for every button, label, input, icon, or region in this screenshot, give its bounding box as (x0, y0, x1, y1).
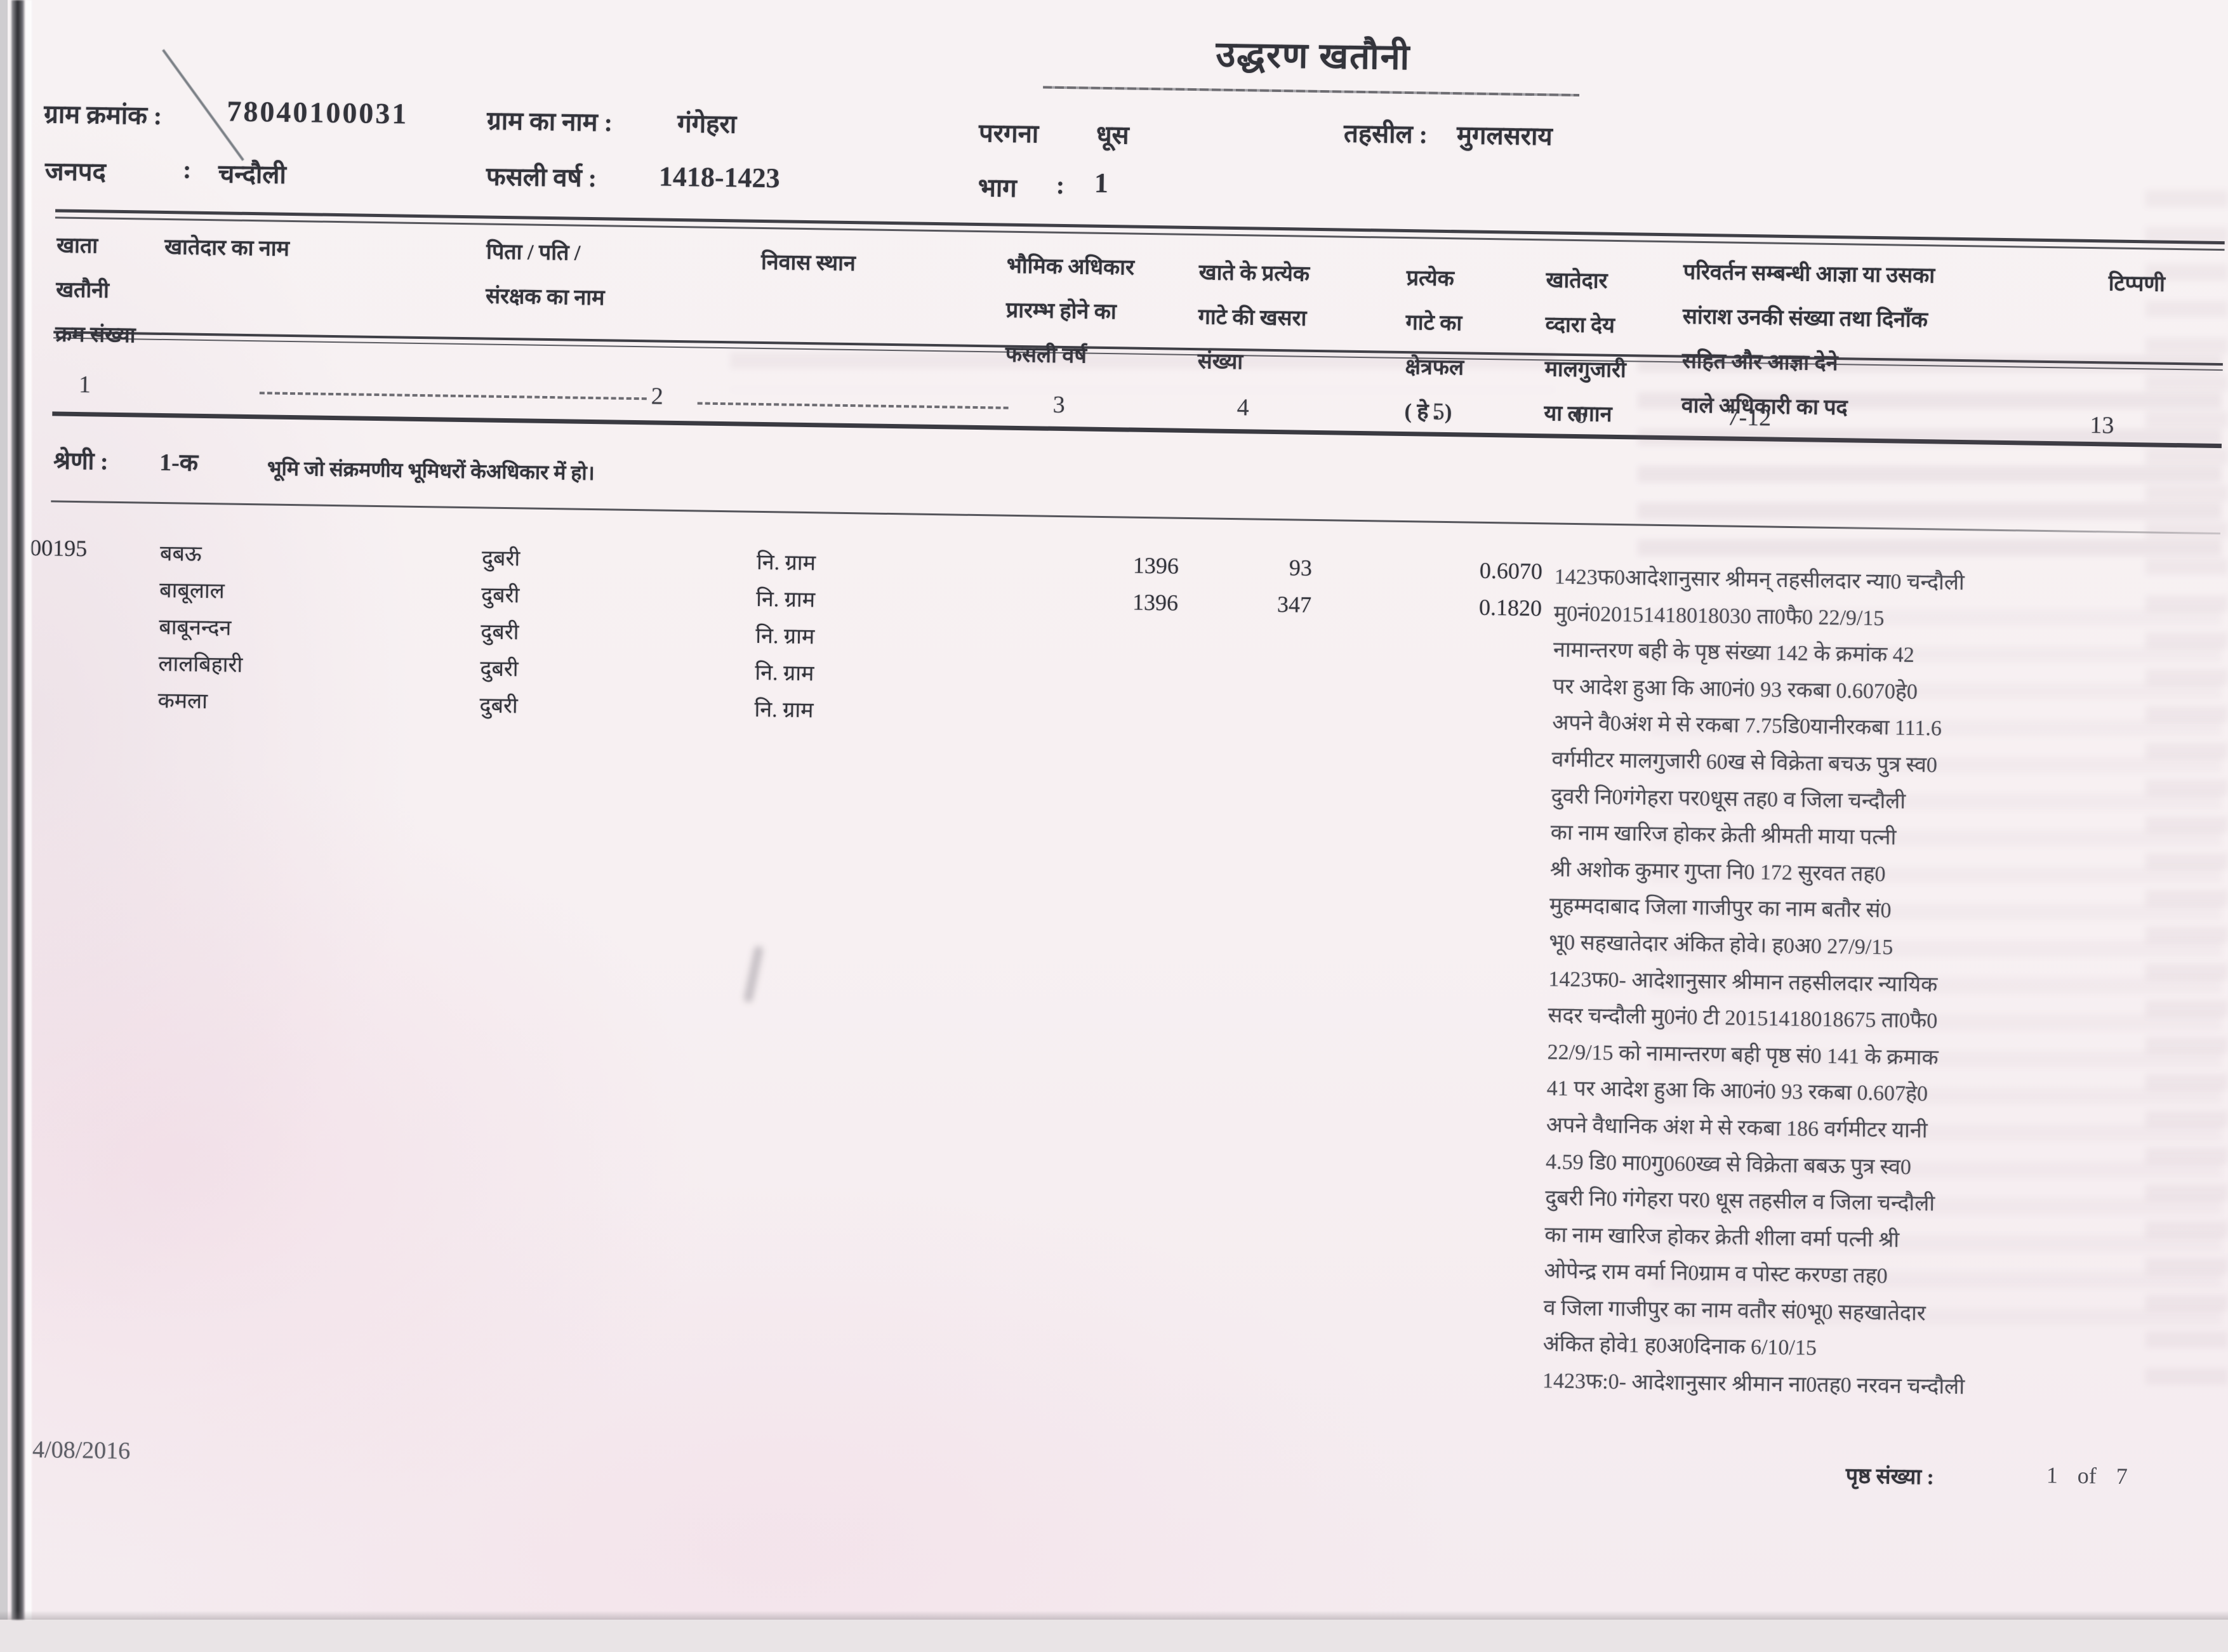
bleed-through-texture (1650, 609, 2222, 1339)
residence: नि. ग्राम (755, 587, 816, 612)
khatedar-name: कमला (157, 689, 208, 714)
district-value: चन्दौली (218, 159, 287, 189)
col-number-6: 6 (1574, 401, 1587, 429)
fasli-year-value: 1418-1423 (658, 161, 780, 194)
residence: नि. ग्राम (754, 697, 814, 723)
scan-edge-gap (25, 0, 32, 1620)
plot-area: 0.6070 (1479, 557, 1543, 585)
scan-bottom-shade (0, 1611, 2228, 1620)
bleed-through-texture (2145, 190, 2228, 1396)
col-number-2: 2 (651, 383, 664, 410)
bleed-through-texture (1638, 355, 2222, 565)
fasli-year-label: फसली वर्ष : (486, 162, 597, 193)
father-name: दुबरी (481, 583, 520, 608)
page-number-value: 1 of 7 (2046, 1462, 2128, 1490)
father-name: दुबरी (479, 694, 519, 718)
scan-edge-outer (0, 0, 8, 1620)
col-header-plot-area: प्रत्येक गाटे का क्षेत्रफल ( हे . ) (1404, 267, 1464, 425)
category-value: 1-क (159, 449, 199, 477)
col-header-father-name: पिता / पति / संरक्षक का नाम (485, 240, 605, 310)
page-title: उद्धरण खतौनी (1216, 35, 1411, 78)
tehsil-value: मुगलसराय (1456, 121, 1553, 151)
part-label: भाग (978, 173, 1018, 202)
pargana-label: परगना (978, 119, 1039, 149)
col-number-dash-left (259, 392, 647, 400)
scan-edge (11, 0, 25, 1620)
village-code-value: 78040100031 (227, 95, 409, 130)
village-name-value: गंगेहरा (677, 109, 737, 139)
district-label: जनपद (44, 157, 107, 187)
residence: नि. ग्राम (755, 661, 814, 686)
village-name-label: ग्राम का नाम : (486, 106, 613, 137)
tehsil-label: तहसील : (1343, 119, 1428, 149)
col-number-4: 4 (1237, 394, 1249, 421)
title-underline (1043, 86, 1580, 97)
father-name: दुबरी (481, 546, 521, 571)
part-value: 1 (1094, 167, 1109, 199)
page-number-label: पृष्ठ संख्या : (1845, 1464, 1935, 1490)
khatedar-name: बाबूलाल (159, 578, 225, 604)
khasra-number: 93 (1289, 555, 1313, 581)
col-number-dash-right (697, 402, 1009, 409)
khata-number: 00195 (29, 534, 88, 562)
print-date: 4/08/2016 (32, 1436, 131, 1465)
father-name: दुबरी (480, 657, 519, 682)
khatedar-name: बबऊ (159, 541, 202, 566)
district-colon: : (182, 155, 192, 184)
father-name: दुबरी (481, 620, 519, 645)
residence: नि. ग्राम (756, 550, 816, 576)
village-code-label: ग्राम क्रमांक : (44, 100, 162, 130)
khatedar-name: लालबिहारी (158, 652, 243, 677)
category-description: भूमि जो संक्रमणीय भूमिधरों केअधिकार में … (267, 456, 595, 485)
rights-start-year: 1396 (1132, 552, 1179, 579)
khasra-number: 347 (1276, 591, 1312, 618)
bleed-through-texture (730, 352, 1555, 390)
pargana-value: धूस (1096, 120, 1130, 150)
khatedar-name: बाबूनन्दन (159, 615, 232, 640)
plot-area: 0.1820 (1478, 594, 1542, 621)
col-number-1: 1 (78, 371, 91, 399)
part-colon: : (1056, 170, 1065, 200)
col-number-3: 3 (1052, 391, 1066, 419)
category-label: श्रेणी : (53, 447, 109, 475)
rights-start-year: 1396 (1132, 589, 1179, 616)
col-number-5: 5 (1432, 398, 1445, 425)
col-header-khatedar-name: खातेदार का नाम (164, 235, 290, 261)
residence: नि. ग्राम (755, 624, 815, 649)
col-header-residence: निवास स्थान (760, 250, 856, 276)
